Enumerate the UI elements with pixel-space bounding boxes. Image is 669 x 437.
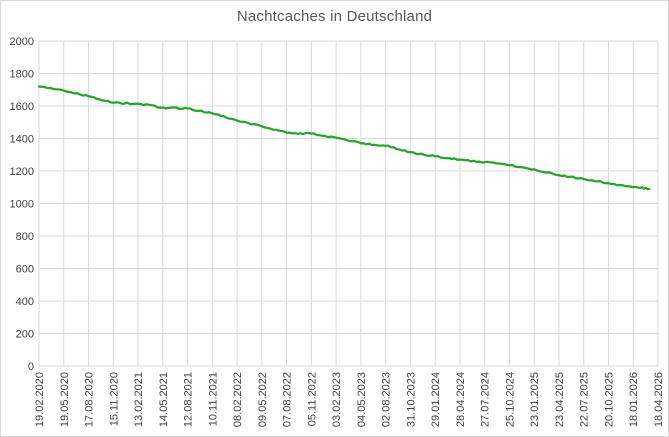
x-axis-label: 18.04.2026: [653, 372, 665, 427]
x-axis-label: 22.07.2025: [579, 372, 591, 427]
x-axis-label: 05.11.2022: [306, 372, 318, 426]
x-axis-label: 09.05.2022: [257, 372, 269, 427]
chart-title: Nachtcaches in Deutschland: [236, 8, 433, 25]
y-axis-label: 1600: [10, 101, 34, 113]
x-axis-label: 17.08.2020: [84, 372, 96, 427]
y-axis-label: 400: [16, 296, 34, 308]
x-axis-label: 08.02.2022: [232, 372, 244, 427]
x-axis-label: 10.11.2021: [207, 372, 219, 426]
data-line-nachtcaches: [37, 85, 651, 191]
x-axis-label: 07.08.2022: [282, 372, 294, 427]
y-axis-label: 1800: [10, 69, 34, 81]
x-axis-label: 02.08.2023: [381, 372, 393, 427]
x-axis-label: 23.01.2025: [529, 372, 541, 427]
x-axis-label: 19.05.2020: [59, 372, 71, 427]
x-axis-label: 12.08.2021: [183, 372, 195, 427]
x-axis-label: 27.07.2024: [480, 372, 492, 427]
x-axis-label: 14.05.2021: [158, 372, 170, 427]
y-axis-label: 800: [16, 231, 34, 243]
x-axis-label: 19.02.2020: [34, 372, 46, 427]
x-axis-label: 13.02.2021: [133, 372, 145, 427]
y-axis-label: 0: [28, 361, 34, 373]
x-axis-label: 28.04.2024: [455, 372, 467, 427]
y-axis-label: 1000: [10, 199, 34, 211]
x-axis-label: 04.05.2023: [356, 372, 368, 427]
x-axis-label: 18.01.2026: [628, 372, 640, 427]
y-axis-label: 200: [16, 329, 34, 341]
y-axis-label: 2000: [10, 36, 34, 48]
y-axis-label: 1200: [10, 166, 34, 178]
y-axis-label: 1400: [10, 134, 34, 146]
y-axis-label: 600: [16, 264, 34, 276]
x-axis-label: 20.10.2025: [603, 372, 615, 427]
x-axis-label: 29.01.2024: [430, 372, 442, 427]
x-axis-label: 23.04.2025: [554, 372, 566, 427]
x-axis-label: 31.10.2023: [405, 372, 417, 427]
x-axis-label: 15.11.2020: [108, 372, 120, 426]
x-axis-label: 25.10.2024: [504, 372, 516, 427]
x-axis-label: 03.02.2023: [331, 372, 343, 427]
